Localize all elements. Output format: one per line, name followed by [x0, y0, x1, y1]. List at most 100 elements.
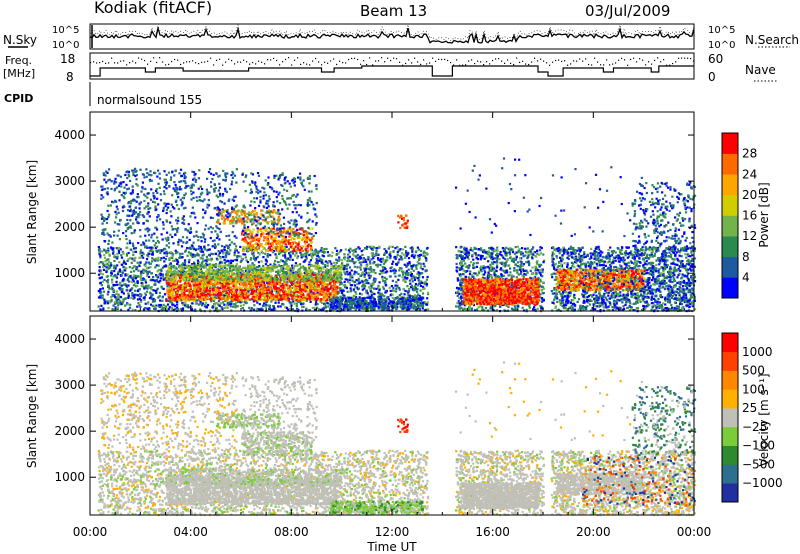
power-cell	[280, 305, 282, 307]
power-cell	[331, 252, 333, 254]
nave-dot	[432, 58, 433, 59]
nave-dot	[219, 59, 220, 60]
nave-label: Nave	[745, 63, 776, 77]
power-cell	[171, 257, 173, 259]
nave-dot	[423, 59, 424, 60]
nave-dot	[327, 63, 328, 64]
nave-dot	[606, 59, 607, 60]
power-cell	[110, 262, 112, 264]
freq-tick-high: 18	[60, 52, 75, 66]
power-cell	[415, 268, 417, 270]
power-cell	[232, 306, 234, 308]
power-cell	[151, 260, 153, 262]
power-cell	[133, 265, 135, 267]
power-cell	[398, 258, 400, 260]
nave-dot	[144, 60, 145, 61]
nave-dot	[450, 62, 451, 63]
nave-dot	[468, 60, 469, 61]
nave-dot	[618, 60, 619, 61]
nsky-tick-high: 10^5	[52, 25, 79, 36]
nave-dot	[150, 61, 151, 62]
power-cell	[212, 253, 214, 255]
nave-dot	[126, 64, 127, 65]
nave-dot	[360, 64, 361, 65]
nave-dot	[108, 62, 109, 63]
power-cell	[99, 255, 101, 257]
power-cell	[150, 250, 152, 252]
nave-dot	[561, 61, 562, 62]
nave-dot	[348, 59, 349, 60]
power-cell	[248, 307, 250, 309]
power-cell	[165, 306, 167, 308]
power-cell	[359, 293, 361, 295]
nave-dot	[651, 64, 652, 65]
power-cell	[161, 286, 163, 288]
power-cell	[300, 303, 302, 305]
power-cell	[420, 263, 422, 265]
nave-dot	[135, 62, 136, 63]
nave-dot	[465, 64, 466, 65]
nave-dot	[513, 64, 514, 65]
nave-dot	[165, 64, 166, 65]
power-cell	[107, 300, 109, 302]
nave-dot	[102, 61, 103, 62]
nave-dot	[477, 61, 478, 62]
power-cell	[315, 303, 317, 305]
nave-dot	[573, 60, 574, 61]
nave-dot	[195, 62, 196, 63]
power-cell	[408, 257, 410, 259]
power-cell	[293, 303, 295, 305]
nave-dot	[297, 57, 298, 58]
nave-dot	[675, 61, 676, 62]
nave-dot	[408, 59, 409, 60]
nave-dot	[156, 62, 157, 63]
power-cell	[131, 287, 133, 289]
power-cell	[345, 248, 347, 250]
power-cell	[253, 304, 255, 306]
nave-dot	[273, 58, 274, 59]
power-cell	[365, 261, 367, 263]
nave-dot	[192, 60, 193, 61]
power-cell	[139, 252, 141, 254]
nave-dot	[549, 65, 550, 66]
nave-dot	[405, 63, 406, 64]
power-cell	[100, 282, 102, 284]
freq-series	[90, 57, 694, 76]
power-cell	[126, 289, 128, 291]
power-cell	[341, 292, 343, 294]
nave-dot	[543, 61, 544, 62]
nave-dot	[498, 58, 499, 59]
nave-dot	[261, 62, 262, 63]
nave-dot	[207, 61, 208, 62]
nave-dot	[456, 59, 457, 60]
nave-dot	[330, 60, 331, 61]
power-cell	[247, 261, 249, 263]
nave-dot	[480, 61, 481, 62]
power-cell	[310, 301, 312, 303]
power-cell	[103, 269, 105, 271]
power-cell	[270, 300, 272, 302]
nave-dot	[204, 61, 205, 62]
nsky-trace	[90, 28, 694, 43]
nave-dot	[315, 58, 316, 59]
power-cell	[186, 255, 188, 257]
nave-dot	[420, 64, 421, 65]
nave-dot	[324, 62, 325, 63]
power-cell	[335, 259, 337, 261]
power-cell	[295, 252, 297, 254]
power-cell	[391, 263, 393, 265]
nave-dot	[597, 61, 598, 62]
nave-dot	[303, 62, 304, 63]
station-title: Kodiak (fitACF)	[94, 0, 212, 17]
nave-dot	[612, 63, 613, 64]
power-heatmap	[98, 157, 697, 312]
nave-dot	[633, 58, 634, 59]
nave-dot	[384, 61, 385, 62]
nave-dot	[552, 62, 553, 63]
power-cell	[265, 263, 267, 265]
nave-dot	[228, 59, 229, 60]
nave-dot	[183, 62, 184, 63]
power-cell	[131, 281, 133, 283]
power-cell	[130, 277, 132, 279]
nave-dot	[243, 60, 244, 61]
